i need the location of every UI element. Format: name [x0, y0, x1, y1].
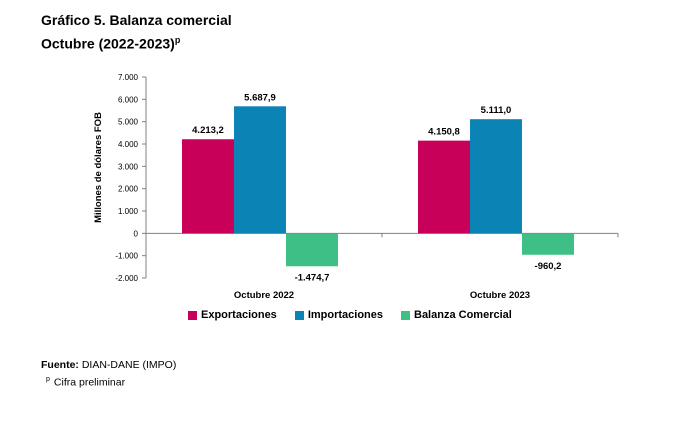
legend-label-importaciones: Importaciones [307, 309, 383, 321]
data-label: -960,2 [535, 261, 562, 272]
y-tick-label: 1.000 [118, 207, 139, 216]
chart-legend: Exportaciones Importaciones Balanza Come… [188, 309, 512, 321]
bar-importaciones [470, 119, 522, 234]
data-label: 5.687,9 [244, 92, 276, 103]
source-label: Fuente: [41, 359, 79, 371]
source-text: DIAN-DANE (IMPO) [81, 359, 177, 371]
bar-balanza-comercial [286, 233, 338, 267]
source-note: Fuente: DIAN-DANE (IMPO) [41, 358, 176, 372]
legend-item-exportaciones: Exportaciones [188, 309, 277, 321]
y-tick-label: 4.000 [118, 140, 139, 149]
bar-exportaciones [182, 139, 234, 234]
legend-swatch-importaciones [294, 310, 304, 320]
y-tick-label: 7.000 [118, 73, 139, 82]
legend-label-exportaciones: Exportaciones [201, 309, 277, 321]
y-tick-label: -2.000 [115, 274, 138, 283]
y-tick-label: -1.000 [115, 252, 138, 261]
note-text: Cifra preliminar [53, 376, 126, 389]
legend-item-balanza: Balanza Comercial [401, 309, 512, 321]
preliminary-note: p Cifra preliminar [46, 373, 125, 390]
category-label: Octubre 2023 [470, 290, 530, 301]
y-tick-label: 5.000 [118, 118, 139, 127]
data-label: 4.213,2 [192, 125, 224, 136]
title-line-2: Octubre (2022-2023)p [41, 35, 181, 52]
y-tick-label: 2.000 [118, 185, 139, 194]
bar-balanza-comercial [522, 233, 574, 255]
data-label: 5.111,0 [481, 105, 512, 116]
note-superscript: p [46, 376, 50, 383]
title-superscript: p [174, 35, 181, 45]
chart-title: Gráfico 5. Balanza comercial Octubre (20… [41, 10, 232, 54]
y-axis-title: Millones de dólares FOB [93, 112, 104, 223]
legend-label-balanza: Balanza Comercial [414, 309, 512, 321]
legend-swatch-exportaciones [188, 310, 197, 320]
y-tick-label: 0 [134, 229, 139, 238]
y-tick-label: 6.000 [118, 95, 139, 104]
y-tick-label: 3.000 [118, 162, 139, 171]
bar-importaciones [234, 106, 286, 234]
category-label: Octubre 2022 [234, 290, 294, 301]
data-label: -1.474,7 [295, 272, 330, 283]
title-line-1: Gráfico 5. Balanza comercial [41, 12, 232, 28]
legend-swatch-balanza [401, 310, 410, 320]
data-label: 4.150,8 [428, 127, 460, 138]
bar-exportaciones [418, 140, 470, 234]
legend-item-importaciones: Importaciones [294, 309, 383, 321]
